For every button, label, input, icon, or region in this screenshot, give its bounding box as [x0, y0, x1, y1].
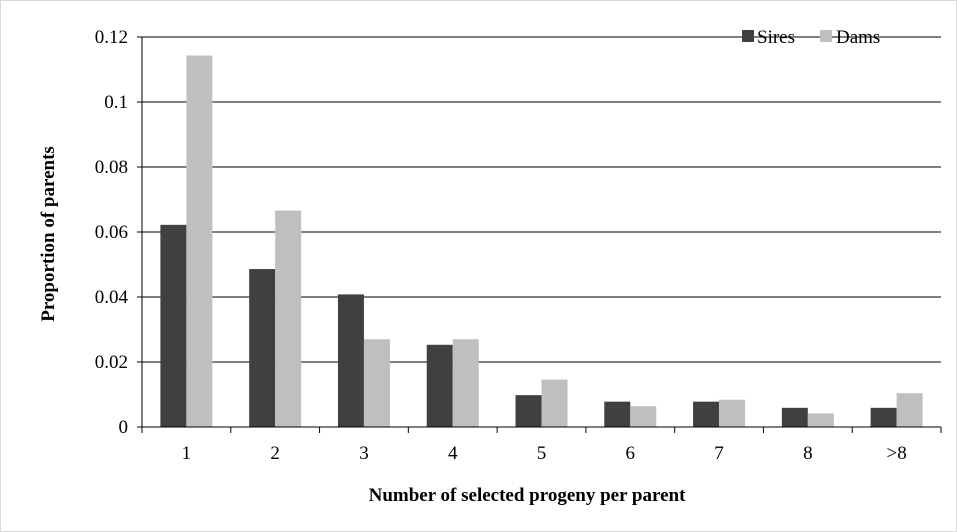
y-tick-label: 0 [119, 417, 129, 438]
y-tick-label: 0.04 [95, 287, 129, 308]
bar-dams-3 [363, 339, 390, 427]
bar-dams-8 [807, 413, 834, 427]
legend-label-dams: Dams [836, 27, 880, 48]
bar-sires-2 [249, 269, 276, 427]
x-axis-title: Number of selected progeny per parent [369, 485, 686, 506]
axes [137, 36, 942, 433]
y-tick-label: 0.06 [95, 222, 128, 243]
bar-sires-1 [160, 224, 187, 427]
x-tick-label: 5 [537, 443, 547, 464]
x-tick-label: 7 [714, 443, 724, 464]
legend-swatch-sires [742, 30, 754, 42]
bar-sires-gt8 [870, 407, 897, 427]
legend: Sires Dams [742, 27, 880, 48]
x-tick-label: 1 [182, 443, 192, 464]
y-tick-label: 0.02 [95, 352, 128, 373]
bar-sires-6 [604, 401, 631, 427]
bar-sires-5 [515, 395, 542, 427]
bar-dams-6 [630, 406, 657, 427]
x-tick-label: 8 [803, 443, 813, 464]
bars [160, 55, 923, 428]
y-tick-label: 0.08 [95, 157, 128, 178]
bar-dams-4 [452, 339, 479, 427]
x-tick-label: 3 [359, 443, 369, 464]
y-tick-labels: 0 0.02 0.04 0.06 0.08 0.1 0.12 [95, 27, 129, 438]
bar-sires-7 [693, 401, 720, 427]
bar-dams-7 [719, 399, 746, 427]
x-tick-label: >8 [887, 443, 907, 464]
legend-swatch-dams [820, 30, 832, 42]
y-axis-title: Proportion of parents [38, 146, 59, 322]
bar-dams-5 [541, 379, 568, 427]
x-tick-labels: 1 2 3 4 5 6 7 8 >8 [182, 443, 907, 464]
legend-label-sires: Sires [757, 27, 795, 48]
bar-dams-gt8 [896, 393, 923, 427]
x-tick-label: 6 [626, 443, 636, 464]
x-tick-label: 2 [270, 443, 280, 464]
y-tick-label: 0.12 [95, 27, 128, 48]
bar-dams-1 [186, 55, 213, 428]
bar-sires-8 [781, 407, 808, 427]
y-tick-label: 0.1 [104, 92, 128, 113]
x-tick-label: 4 [448, 443, 458, 464]
bar-sires-4 [426, 344, 453, 427]
bar-sires-3 [337, 294, 364, 427]
bar-dams-2 [275, 210, 302, 427]
